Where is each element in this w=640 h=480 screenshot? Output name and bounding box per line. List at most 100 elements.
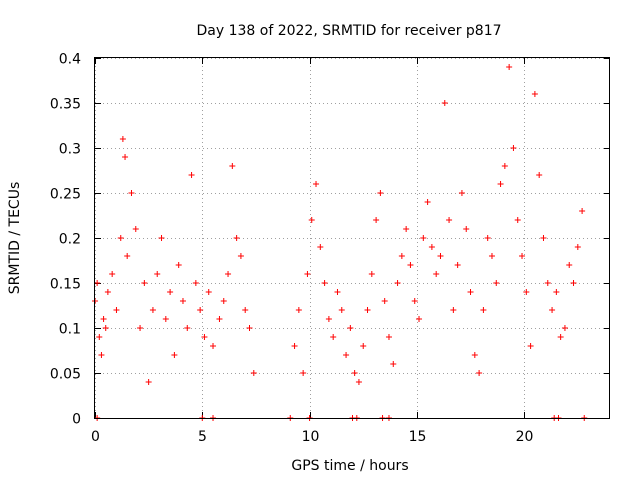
- data-point: [501, 163, 508, 169]
- data-point: [96, 334, 103, 340]
- data-point: [549, 307, 556, 313]
- x-tick-label: 20: [516, 429, 534, 445]
- data-point: [471, 352, 478, 358]
- data-point: [250, 370, 257, 376]
- data-point: [570, 280, 577, 286]
- data-point: [300, 370, 307, 376]
- data-point: [437, 253, 444, 259]
- y-tick-label: 0: [72, 412, 81, 428]
- data-point: [295, 307, 302, 313]
- x-tick-label: 15: [409, 429, 427, 445]
- data-point: [119, 136, 126, 142]
- data-point: [536, 172, 543, 178]
- data-point: [141, 280, 148, 286]
- data-point: [325, 316, 332, 322]
- data-point: [561, 325, 568, 331]
- data-point: [175, 262, 182, 268]
- data-point: [458, 190, 465, 196]
- data-point: [128, 190, 135, 196]
- data-point: [557, 334, 564, 340]
- data-point: [373, 217, 380, 223]
- data-point: [171, 352, 178, 358]
- data-point: [308, 217, 315, 223]
- y-tick-label: 0.4: [59, 52, 81, 68]
- plot-frame: [94, 57, 610, 419]
- data-point: [544, 280, 551, 286]
- data-point: [381, 298, 388, 304]
- y-tick-label: 0.05: [50, 367, 81, 383]
- data-point: [385, 334, 392, 340]
- data-point: [162, 316, 169, 322]
- data-point: [441, 100, 448, 106]
- data-point: [416, 316, 423, 322]
- data-point: [463, 226, 470, 232]
- data-point: [355, 379, 362, 385]
- data-point: [424, 199, 431, 205]
- data-point: [467, 289, 474, 295]
- data-point: [242, 307, 249, 313]
- data-point: [553, 289, 560, 295]
- data-point: [446, 217, 453, 223]
- data-point: [360, 343, 367, 349]
- data-point: [210, 343, 217, 349]
- data-point: [137, 325, 144, 331]
- data-point: [132, 226, 139, 232]
- data-point: [519, 253, 526, 259]
- data-point: [510, 145, 517, 151]
- data-point: [403, 226, 410, 232]
- data-point: [433, 271, 440, 277]
- data-point: [179, 298, 186, 304]
- data-point: [313, 181, 320, 187]
- data-point: [343, 352, 350, 358]
- data-point: [291, 343, 298, 349]
- data-point: [117, 235, 124, 241]
- data-point: [321, 280, 328, 286]
- data-point: [351, 370, 358, 376]
- data-point: [113, 307, 120, 313]
- data-point: [124, 253, 131, 259]
- x-tick-label: 0: [91, 429, 100, 445]
- data-point: [188, 172, 195, 178]
- data-point: [334, 289, 341, 295]
- data-point: [579, 208, 586, 214]
- y-tick-label: 0.15: [50, 277, 81, 293]
- data-point: [480, 307, 487, 313]
- y-axis-label: SRMTID / TECUs: [7, 182, 23, 295]
- data-point: [94, 280, 101, 286]
- axis-ticks: 0 5 10 15 20 0 0.05 0.1 0.15 0.2 0.25 0.3 0.35 0.4: [50, 52, 610, 445]
- data-point: [109, 271, 116, 277]
- data-point: [476, 370, 483, 376]
- data-point: [98, 352, 105, 358]
- data-point: [394, 280, 401, 286]
- data-point: [100, 316, 107, 322]
- chart-title: Day 138 of 2022, SRMTID for receiver p81…: [196, 23, 501, 39]
- data-point: [229, 163, 236, 169]
- data-point: [514, 217, 521, 223]
- data-point: [527, 343, 534, 349]
- data-point: [506, 64, 513, 70]
- data-point: [246, 325, 253, 331]
- data-point: [216, 316, 223, 322]
- data-point: [407, 262, 414, 268]
- data-point: [237, 253, 244, 259]
- data-point: [428, 244, 435, 250]
- x-tick-label: 10: [302, 429, 320, 445]
- data-point: [364, 307, 371, 313]
- y-tick-label: 0.3: [59, 142, 81, 158]
- data-point: [531, 91, 538, 97]
- data-point: [225, 271, 232, 277]
- data-point: [233, 235, 240, 241]
- grid-lines: [95, 58, 610, 419]
- data-point: [398, 253, 405, 259]
- data-point: [540, 235, 547, 241]
- x-tick-label: 5: [198, 429, 207, 445]
- x-axis-label: GPS time / hours: [291, 458, 408, 474]
- data-point: [184, 325, 191, 331]
- data-point: [122, 154, 129, 160]
- data-point: [497, 181, 504, 187]
- y-tick-label: 0.25: [50, 187, 81, 203]
- data-point: [158, 235, 165, 241]
- data-point: [220, 298, 227, 304]
- data-point: [411, 298, 418, 304]
